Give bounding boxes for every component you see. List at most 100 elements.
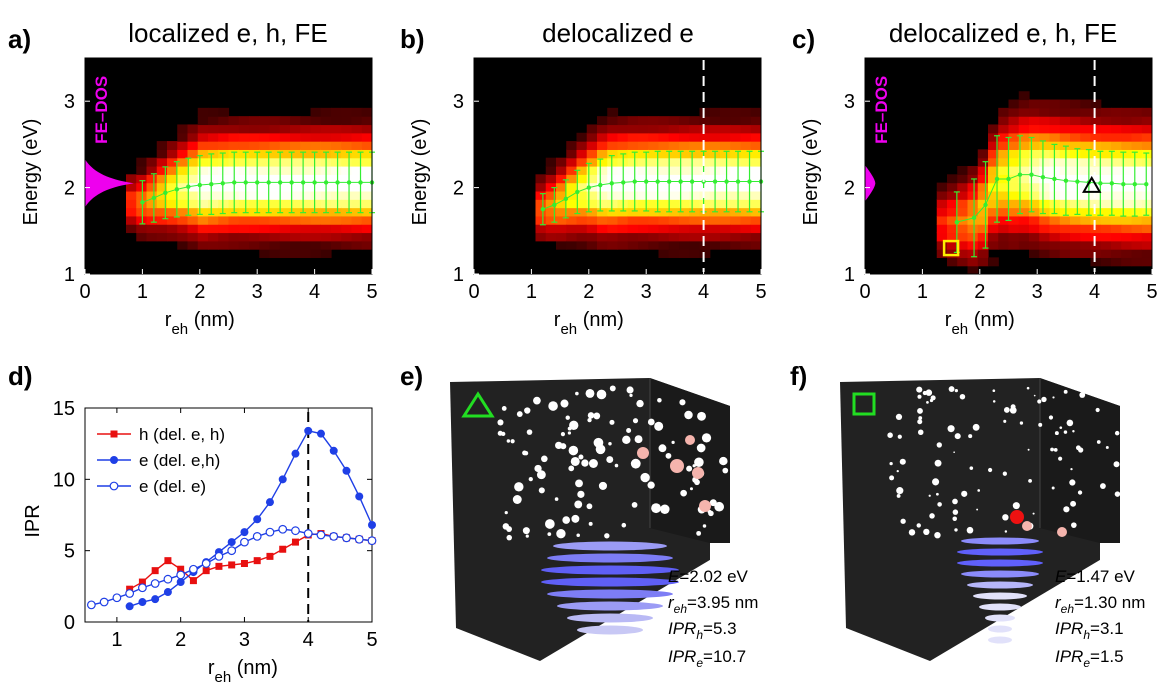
heatmap-cell	[658, 215, 670, 225]
heatmap-cell	[658, 224, 670, 234]
atom-dot	[720, 385, 729, 394]
atom-dot	[719, 456, 728, 466]
heatmap-cell	[1039, 116, 1051, 126]
heatmap-cell	[668, 149, 680, 159]
atom-dot	[593, 412, 601, 420]
heatmap-cell	[187, 157, 199, 167]
probability-slice	[553, 541, 667, 551]
atom-dot	[636, 399, 644, 408]
heatmap-cell	[1141, 141, 1152, 150]
atom-dot	[692, 464, 696, 468]
heatmap-cell	[228, 132, 240, 142]
heatmap-cell	[936, 232, 948, 242]
heatmap-cell	[679, 199, 690, 209]
heatmap-cell	[1008, 132, 1020, 142]
atom-dot	[1037, 399, 1042, 404]
heatmap-cell	[341, 190, 353, 200]
heatmap-cell	[331, 124, 342, 134]
atom-dot	[554, 497, 559, 501]
heatmap-cell	[1059, 182, 1071, 192]
panel-letter-c: c)	[792, 24, 815, 54]
atom-dot	[1095, 407, 1100, 413]
heatmap-cell	[331, 199, 342, 209]
heatmap-cell	[238, 149, 250, 159]
heatmap-cell	[187, 232, 199, 242]
heatmap-cell	[1029, 99, 1040, 109]
heatmap-cell	[648, 124, 660, 134]
heatmap-cell	[545, 174, 557, 184]
heatmap-cell	[648, 232, 660, 242]
atom-dot	[1053, 448, 1058, 452]
annotation-e-energy: E=2.02 eV	[668, 567, 749, 586]
heatmap-cell	[988, 124, 999, 134]
heatmap-cell	[988, 199, 999, 209]
heatmap-cell	[699, 182, 711, 192]
heatmap-cell	[341, 199, 353, 209]
heatmap-cell	[259, 166, 271, 175]
atom-dot	[1075, 445, 1081, 451]
heatmap-cell	[648, 199, 660, 209]
heatmap-cell	[1029, 141, 1040, 150]
atom-dot	[560, 399, 569, 408]
heatmap-cell	[1131, 116, 1143, 126]
heatmap-cell	[1059, 166, 1071, 175]
heatmap-cell	[566, 166, 578, 175]
series-point	[138, 598, 147, 607]
heatmap-cell	[187, 124, 199, 134]
heatmap-cell	[967, 215, 979, 225]
series-point	[367, 536, 377, 546]
heatmap-cell	[586, 166, 598, 175]
atom-dot	[684, 410, 693, 420]
probability-slice	[967, 581, 1033, 589]
heatmap-cell	[1141, 124, 1152, 134]
series-point	[279, 545, 287, 553]
atom-dot	[651, 503, 661, 514]
heatmap-cell	[1131, 141, 1143, 150]
heatmap-cell	[750, 232, 761, 242]
heatmap-cell	[269, 249, 281, 258]
plot-frame	[473, 57, 762, 275]
highlight-sphere	[699, 500, 711, 512]
probability-slice	[985, 614, 1015, 622]
heatmap-cell	[146, 174, 158, 184]
atom-dot	[528, 476, 533, 482]
series-point	[265, 527, 275, 537]
atom-dot	[959, 393, 966, 400]
heatmap-cell	[977, 215, 989, 225]
heatmap-cell	[998, 215, 1010, 225]
heatmap-cell	[1018, 199, 1030, 209]
heatmap-cell	[290, 116, 301, 126]
heatmap-cell	[627, 149, 639, 159]
heatmap-cell	[1049, 240, 1061, 250]
heatmap-cell	[658, 157, 670, 167]
atom-dot	[1059, 426, 1063, 429]
y-axis-label: IPR	[22, 504, 44, 537]
atom-dot	[900, 518, 906, 524]
heatmap-cell	[586, 124, 598, 134]
heatmap-cell	[146, 215, 158, 225]
error-bars	[539, 150, 764, 226]
heatmap-cell	[1131, 107, 1143, 117]
heatmap-cell	[720, 166, 731, 175]
heatmap-cell	[638, 215, 649, 225]
heatmap-cell	[998, 157, 1010, 167]
series-point	[164, 557, 172, 565]
atom-dot	[1038, 422, 1043, 427]
heatmap-cell	[607, 149, 619, 159]
heatmap-cell	[607, 107, 619, 117]
atom-dot	[497, 419, 504, 426]
y-tick-label: 1	[453, 264, 464, 286]
heatmap-cell	[627, 240, 639, 250]
atom-dot	[966, 526, 974, 534]
atom-dot	[925, 389, 933, 396]
heatmap-cell	[679, 232, 690, 242]
atom-dot	[502, 523, 510, 530]
atom-dot	[1100, 483, 1106, 489]
heatmap-cell	[279, 190, 291, 200]
heatmap-cell	[1008, 240, 1020, 250]
heatmap-cell	[156, 232, 168, 242]
atom-dot	[954, 433, 961, 440]
atom-dot	[606, 456, 614, 464]
heatmap-cell	[197, 116, 209, 126]
heatmap-cell	[361, 124, 372, 134]
